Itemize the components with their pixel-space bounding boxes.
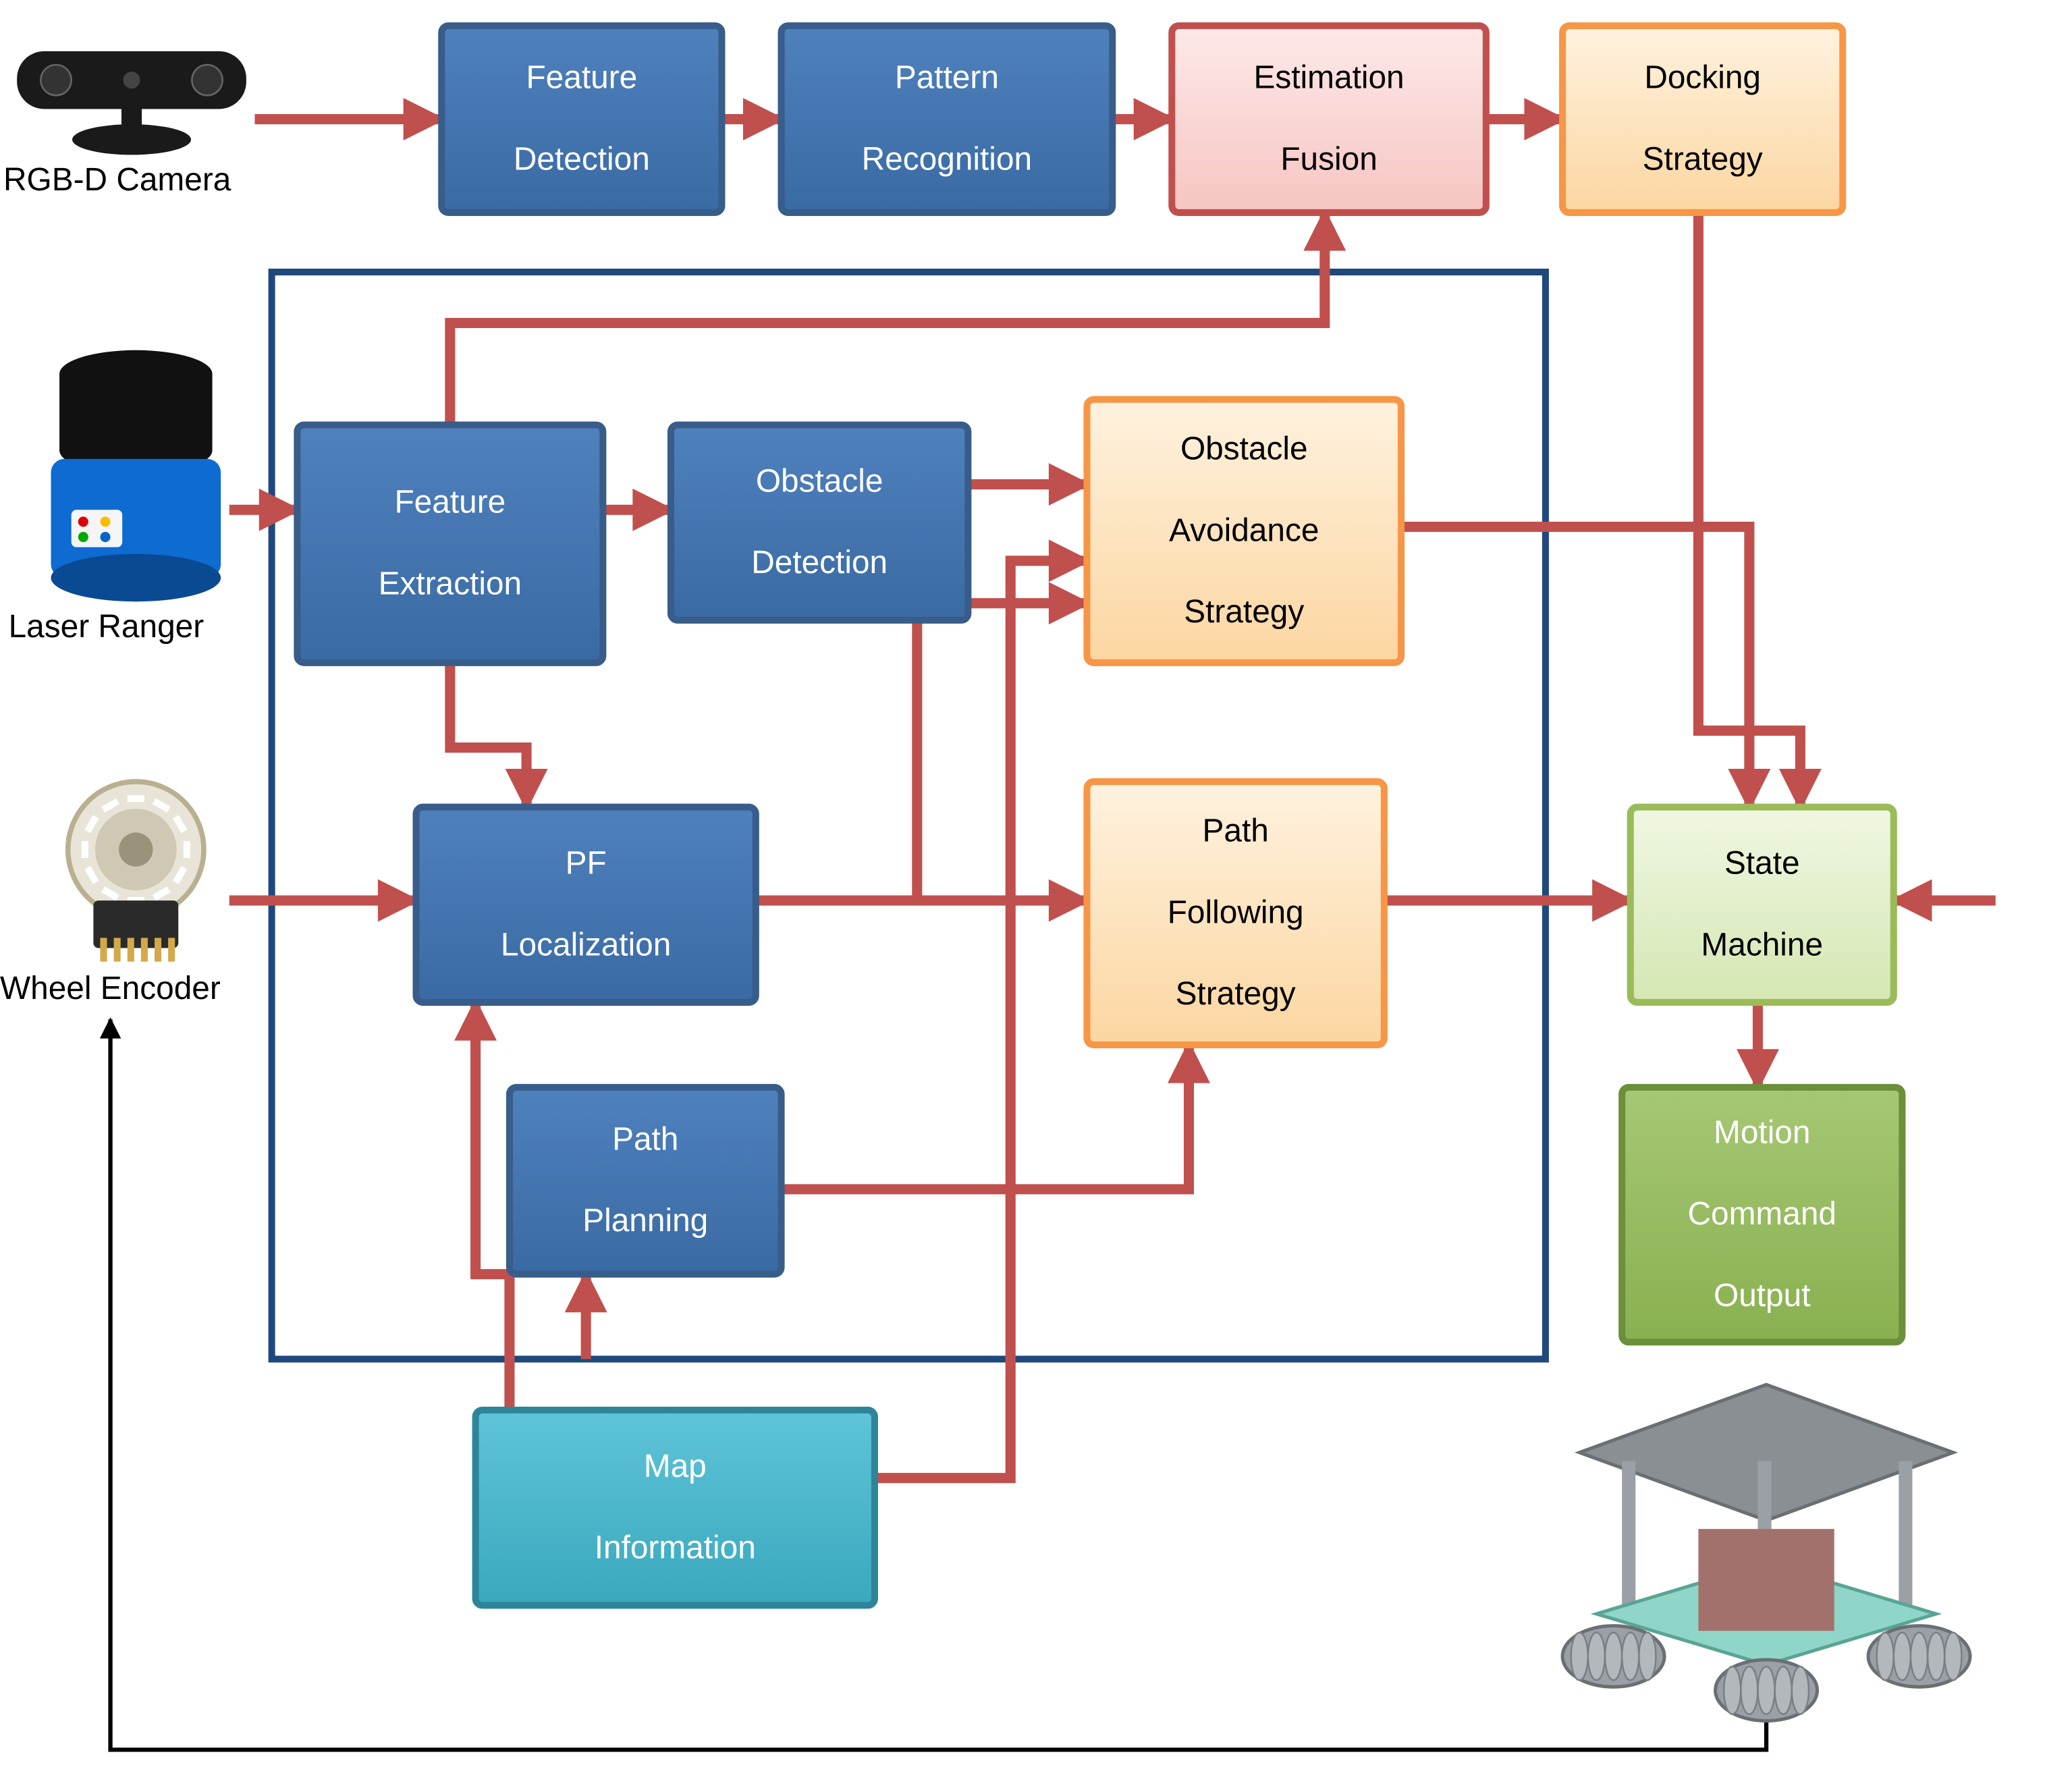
node-path_planning: Path Planning bbox=[510, 1087, 782, 1274]
edge-feature_extraction_up bbox=[450, 213, 1325, 425]
edge-path_planning_to_following bbox=[782, 1045, 1189, 1189]
edge-map_to_obstacle bbox=[875, 561, 1087, 1478]
node-feature_detection-text-1: Detection bbox=[514, 141, 650, 177]
wheel-encoder-icon bbox=[68, 782, 204, 962]
node-path_planning-text-1: Planning bbox=[582, 1203, 708, 1239]
node-state_machine-text-1: Machine bbox=[1701, 927, 1823, 963]
node-path_following: Path Following Strategy bbox=[1087, 782, 1384, 1045]
rgbd-camera-label: RGB-D Camera bbox=[3, 162, 231, 198]
node-obstacle_avoidance-text-1: Avoidance bbox=[1169, 512, 1319, 548]
node-estimation_fusion-text-0: Estimation bbox=[1254, 60, 1405, 96]
edge-feature_extraction_down bbox=[450, 663, 526, 807]
node-estimation_fusion: Estimation Fusion bbox=[1172, 26, 1486, 213]
node-motion_command-text-0: Motion bbox=[1714, 1114, 1810, 1150]
node-pf_localization: PF Localization bbox=[416, 807, 756, 1002]
node-map_information-text-0: Map bbox=[644, 1449, 707, 1484]
node-map_information-text-1: Information bbox=[595, 1530, 756, 1566]
node-pf_localization-text-0: PF bbox=[566, 845, 607, 881]
node-pattern_recognition-text-1: Recognition bbox=[862, 141, 1032, 177]
node-obstacle_avoidance: Obstacle Avoidance Strategy bbox=[1087, 400, 1401, 663]
node-path_following-text-1: Following bbox=[1168, 894, 1304, 930]
node-obstacle_detection-text-1: Detection bbox=[751, 545, 888, 580]
node-feature_detection-text-0: Feature bbox=[526, 60, 637, 96]
laser-ranger-icon bbox=[51, 350, 221, 601]
rgbd-camera-icon bbox=[17, 51, 246, 155]
robot-icon bbox=[1562, 1384, 1970, 1721]
node-docking_strategy-text-1: Strategy bbox=[1643, 141, 1763, 177]
node-estimation_fusion-text-1: Fusion bbox=[1280, 141, 1377, 177]
node-obstacle_avoidance-text-0: Obstacle bbox=[1180, 431, 1308, 466]
edge-map_to_pf bbox=[476, 1002, 510, 1410]
node-motion_command: Motion Command Output bbox=[1622, 1087, 1902, 1342]
node-path_following-text-2: Strategy bbox=[1176, 976, 1296, 1012]
node-map_information: Map Information bbox=[476, 1410, 875, 1605]
node-state_machine-text-0: State bbox=[1724, 845, 1800, 881]
laser-ranger-label: Laser Ranger bbox=[9, 609, 205, 645]
node-pattern_recognition: Pattern Recognition bbox=[782, 26, 1113, 213]
node-path_following-text-0: Path bbox=[1203, 813, 1269, 849]
node-feature_extraction-text-0: Feature bbox=[394, 485, 506, 520]
wheel-encoder-label: Wheel Encoder bbox=[0, 971, 221, 1006]
node-motion_command-text-2: Output bbox=[1714, 1278, 1810, 1314]
node-feature_detection: Feature Detection bbox=[441, 26, 721, 213]
node-path_planning-text-0: Path bbox=[612, 1121, 678, 1157]
edge-pf_to_obstacle bbox=[917, 603, 1087, 900]
node-feature_extraction: Feature Extraction bbox=[297, 425, 603, 662]
node-docking_strategy-text-0: Docking bbox=[1644, 60, 1761, 96]
node-obstacle_avoidance-text-2: Strategy bbox=[1184, 594, 1304, 630]
node-state_machine: State Machine bbox=[1631, 807, 1894, 1002]
node-obstacle_detection-text-0: Obstacle bbox=[756, 463, 883, 499]
node-obstacle_detection: Obstacle Detection bbox=[671, 425, 968, 620]
node-docking_strategy: Docking Strategy bbox=[1562, 26, 1843, 213]
node-motion_command-text-1: Command bbox=[1688, 1196, 1836, 1232]
node-pattern_recognition-text-0: Pattern bbox=[895, 60, 999, 96]
feedback-edge bbox=[111, 1019, 1766, 1750]
node-feature_extraction-text-1: Extraction bbox=[379, 566, 522, 602]
node-pf_localization-text-1: Localization bbox=[501, 927, 671, 963]
